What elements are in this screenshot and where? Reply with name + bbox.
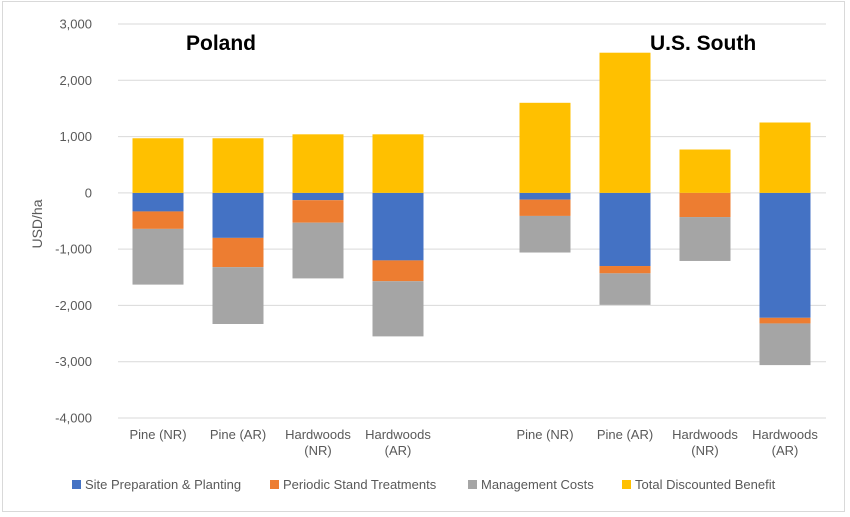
bar-segment <box>292 192 344 201</box>
y-tick-label: -2,000 <box>55 298 92 313</box>
category-label: (AR) <box>385 443 412 458</box>
y-tick-label: -3,000 <box>55 354 92 369</box>
legend-swatch <box>622 480 631 489</box>
category-label: Hardwoods <box>752 427 818 442</box>
bar-segment <box>372 192 424 261</box>
legend-label: Total Discounted Benefit <box>635 477 776 492</box>
bar-segment <box>519 102 571 193</box>
category-label: Pine (AR) <box>597 427 653 442</box>
bar-segment <box>599 273 651 305</box>
bar-segment <box>212 267 264 325</box>
category-label: (NR) <box>691 443 718 458</box>
bar-segment <box>372 281 424 337</box>
y-tick-label: 2,000 <box>59 73 92 88</box>
bar-segment <box>759 192 811 318</box>
bar-segment <box>292 200 344 223</box>
bar-segment <box>759 317 811 324</box>
bar-segment <box>132 228 184 285</box>
group-titles: Poland U.S. South <box>186 32 756 55</box>
bar-segment <box>212 237 264 268</box>
bar-segment <box>679 192 731 218</box>
bar-segment <box>519 215 571 253</box>
bar-segment <box>759 122 811 193</box>
y-axis-tick-labels: 3,000 2,000 1,000 0 -1,000 -2,000 -3,000 -4,000 <box>55 17 92 426</box>
category-label: Pine (AR) <box>210 427 266 442</box>
category-labels: Pine (NR) Pine (AR) Hardwoods(NR)Hardwoods… <box>129 427 818 458</box>
group-title: U.S. South <box>650 32 756 55</box>
category-label: (NR) <box>304 443 331 458</box>
bar-segment <box>132 138 184 193</box>
legend-label: Site Preparation & Planting <box>85 477 241 492</box>
y-tick-label: 0 <box>85 185 92 200</box>
bar-segment <box>519 199 571 216</box>
category-label: Pine (NR) <box>129 427 186 442</box>
y-tick-label: 3,000 <box>59 17 92 32</box>
bar-segment <box>679 149 731 193</box>
bar-segment <box>599 192 651 267</box>
bar-segment <box>519 192 571 200</box>
legend-label: Management Costs <box>481 477 594 492</box>
bar-segment <box>292 222 344 279</box>
bar-segment <box>679 217 731 261</box>
legend-swatch <box>72 480 81 489</box>
y-axis-title: USD/ha <box>29 199 45 248</box>
legend-swatch <box>468 480 477 489</box>
bar-segment <box>759 323 811 366</box>
category-label: Hardwoods <box>365 427 431 442</box>
bar-segment <box>372 260 424 282</box>
bar-segment <box>212 192 264 238</box>
bar-segment <box>212 138 264 193</box>
category-label: Hardwoods <box>672 427 738 442</box>
bar-segment <box>599 266 651 274</box>
y-tick-label: -4,000 <box>55 411 92 426</box>
category-label: Pine (NR) <box>516 427 573 442</box>
bar-segment <box>599 52 651 193</box>
category-label: Hardwoods <box>285 427 351 442</box>
legend-swatch <box>270 480 279 489</box>
bars <box>132 52 811 366</box>
group-title: Poland <box>186 32 256 55</box>
bar-segment <box>132 192 184 212</box>
y-tick-label: 1,000 <box>59 129 92 144</box>
bar-segment <box>132 211 184 229</box>
y-tick-label: -1,000 <box>55 242 92 257</box>
category-label: (AR) <box>772 443 799 458</box>
bar-segment <box>372 134 424 193</box>
legend: Site Preparation & Planting Periodic Stan… <box>72 477 776 492</box>
legend-label: Periodic Stand Treatments <box>283 477 437 492</box>
bar-segment <box>292 134 344 193</box>
